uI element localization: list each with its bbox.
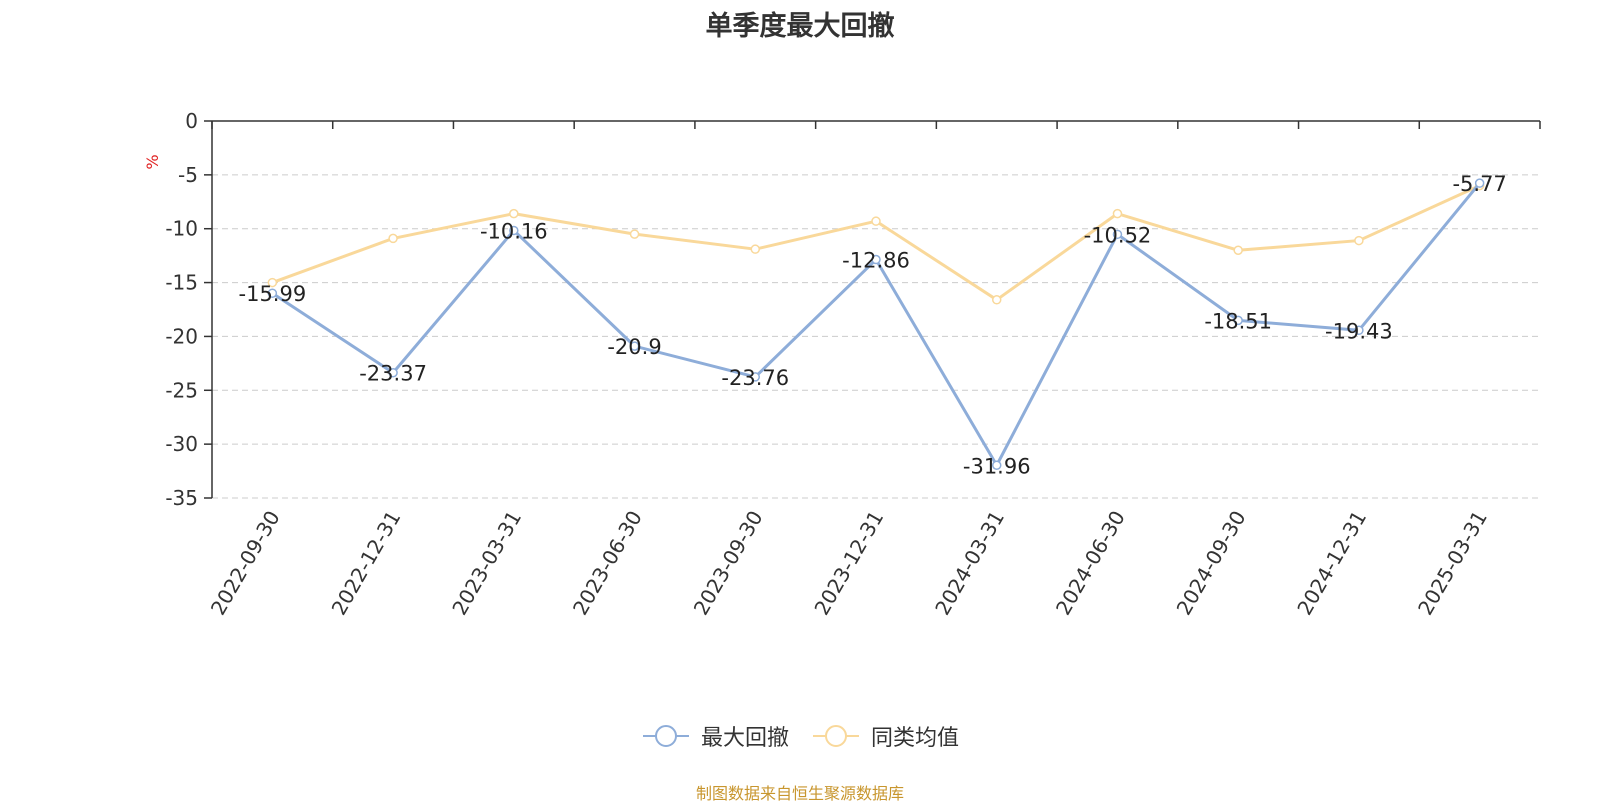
data-label: -19.43 [1325,319,1393,343]
y-tick-label: -30 [165,432,198,456]
data-point [1112,208,1123,219]
data-point [1354,325,1364,336]
data-point [629,229,640,239]
data-point [267,288,278,298]
x-tick-label: 2022-12-31 [327,507,406,620]
x-tick-label: 2024-12-31 [1292,507,1371,620]
data-label: -12.86 [842,249,910,273]
x-tick-label: 2023-03-31 [447,507,526,620]
data-label: -10.52 [1084,223,1152,247]
y-tick-label: -5 [178,163,198,187]
legend-label: 最大回撤 [700,726,789,751]
legend-item-peer-average[interactable]: 同类均值 [811,720,959,752]
x-tick-label: 2022-09-30 [206,507,285,620]
legend-item-max-drawdown[interactable]: 最大回撤 [641,720,789,752]
data-point [991,295,1002,305]
data-point [267,277,278,288]
chart-title: 单季度最大回撤 [705,11,895,42]
legend-marker-icon [813,725,859,747]
x-tick-label: 2025-03-31 [1413,507,1492,620]
data-label: -15.99 [239,282,307,306]
data-point [388,367,398,378]
x-tick-label: 2023-06-30 [568,507,647,620]
x-tick-label: 2024-03-31 [930,507,1009,620]
data-label: -20.9 [607,335,661,359]
data-label: -23.76 [721,366,789,390]
data-point [629,341,640,351]
data-point [1233,315,1243,326]
y-tick-label: -15 [165,271,198,295]
data-point [1474,178,1485,188]
data-point [509,208,519,219]
x-tick-label: 2024-06-30 [1051,507,1130,620]
y-tick-label: -20 [165,324,198,348]
data-point [388,233,398,244]
data-label: -18.51 [1204,309,1272,333]
source-note: 制图数据来自恒生聚源数据库 [695,784,904,803]
data-point [871,254,881,265]
axes: 0 -5 -10 -15 -20 -25 -30 -35% 2022-09-30 2022-12-… [143,109,1541,620]
data-labels: -15.99 -23.37 -10.16 -20.9 -23.76 -12.86 -31.9… [239,172,1507,478]
data-point [1233,245,1243,256]
series-lines [267,178,1485,471]
legend-label: 同类均值 [871,726,960,751]
y-tick-label: -25 [165,378,198,402]
x-tick-label: 2023-12-31 [809,507,888,620]
data-label: -5.77 [1452,172,1506,196]
y-tick-label: -35 [165,486,198,510]
data-label: -10.16 [480,219,548,243]
y-tick-label: -10 [165,217,198,241]
data-point [1112,229,1123,240]
y-axis-label: % [143,154,162,169]
data-point [1354,235,1364,246]
data-label: -31.96 [963,454,1031,478]
legend: 最大回撤 同类均值 [0,720,1600,752]
data-point [750,372,761,382]
legend-marker-icon [642,725,689,747]
data-label: -23.37 [359,362,427,386]
data-point [509,225,519,236]
data-point [871,216,881,226]
x-tick-label: 2024-09-30 [1172,507,1251,620]
x-tick-label: 2023-09-30 [689,507,768,620]
y-tick-label: 0 [185,109,198,133]
data-point [991,460,1002,471]
data-point [750,244,761,254]
